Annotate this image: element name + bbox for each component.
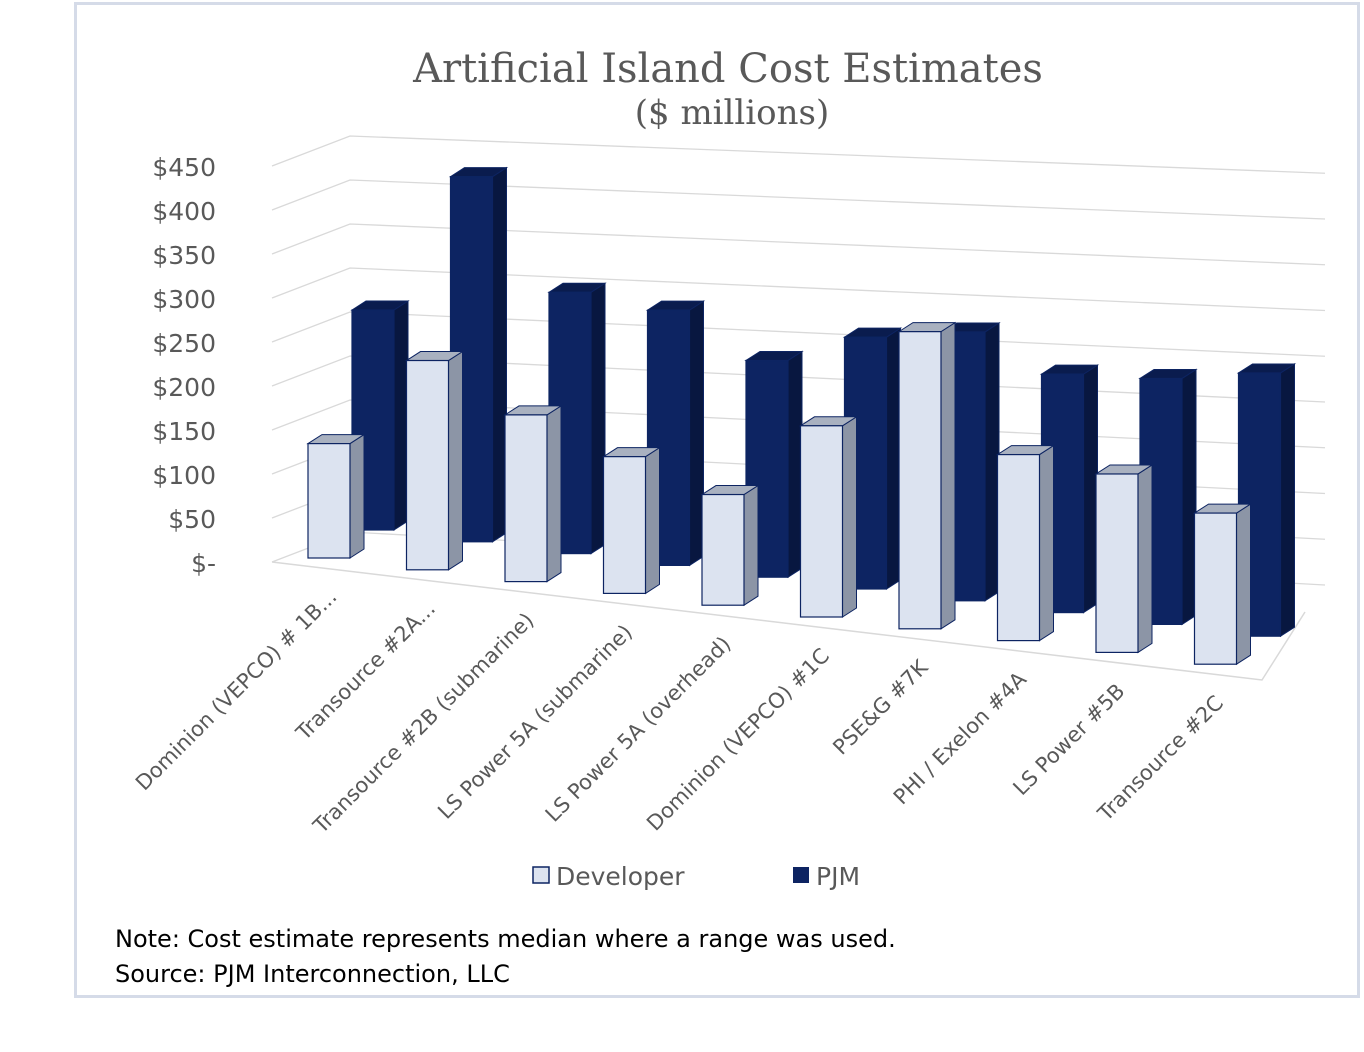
y-tick-label: $450 <box>152 153 216 182</box>
gridline <box>271 135 1326 174</box>
legend-swatch-pjm <box>793 867 809 883</box>
legend-label-pjm: PJM <box>816 862 860 891</box>
gridline <box>271 399 1326 449</box>
y-tick-label: $350 <box>152 241 216 270</box>
chart-title: Artificial Island Cost Estimates <box>412 46 1043 92</box>
y-tick-label: $250 <box>152 329 216 358</box>
y-tick-label: $- <box>191 549 216 578</box>
x-category-label: Transource #2B (submarine) <box>308 608 539 839</box>
x-category-label: PSE&G #7K <box>828 655 933 760</box>
legend-swatch-developer <box>532 866 550 884</box>
gridline <box>271 311 1326 357</box>
y-tick-label: $400 <box>152 197 216 226</box>
bar-developer <box>897 321 957 630</box>
floor-edge <box>271 561 1306 681</box>
y-tick-label: $100 <box>152 461 216 490</box>
legend-label-developer: Developer <box>556 862 685 891</box>
y-tick-label: $300 <box>152 285 216 314</box>
x-category-label: LS Power 5A (overhead) <box>541 632 736 827</box>
gridline <box>271 179 1326 220</box>
bar-pjm <box>744 350 804 579</box>
y-tick-label: $200 <box>152 373 216 402</box>
x-category-label: LS Power #5B <box>1008 679 1129 800</box>
bar-developer <box>1094 464 1154 654</box>
bar-developer <box>404 350 465 571</box>
gridline <box>271 267 1326 312</box>
bar-developer <box>601 446 662 595</box>
bar-developer <box>306 433 366 559</box>
bar-developer <box>995 444 1056 642</box>
x-category-label: Dominion (VEPCO) # 1B... <box>131 585 342 796</box>
bar-developer <box>798 415 859 618</box>
note-text: Note: Cost estimate represents median wh… <box>115 925 896 953</box>
bar-developer <box>503 404 563 583</box>
source-text: Source: PJM Interconnection, LLC <box>115 960 510 988</box>
y-tick-label: $50 <box>168 505 216 534</box>
legend: Developer PJM <box>532 862 860 891</box>
gridline <box>271 223 1326 266</box>
y-tick-label: $150 <box>152 417 216 446</box>
bar-developer <box>1192 503 1253 666</box>
x-category-label: Dominion (VEPCO) #1C <box>642 644 834 836</box>
bar-developer <box>700 484 760 607</box>
chart-subtitle: ($ millions) <box>635 93 830 133</box>
x-category-label: LS Power 5A (submarine) <box>433 620 637 824</box>
gridline <box>271 355 1326 403</box>
